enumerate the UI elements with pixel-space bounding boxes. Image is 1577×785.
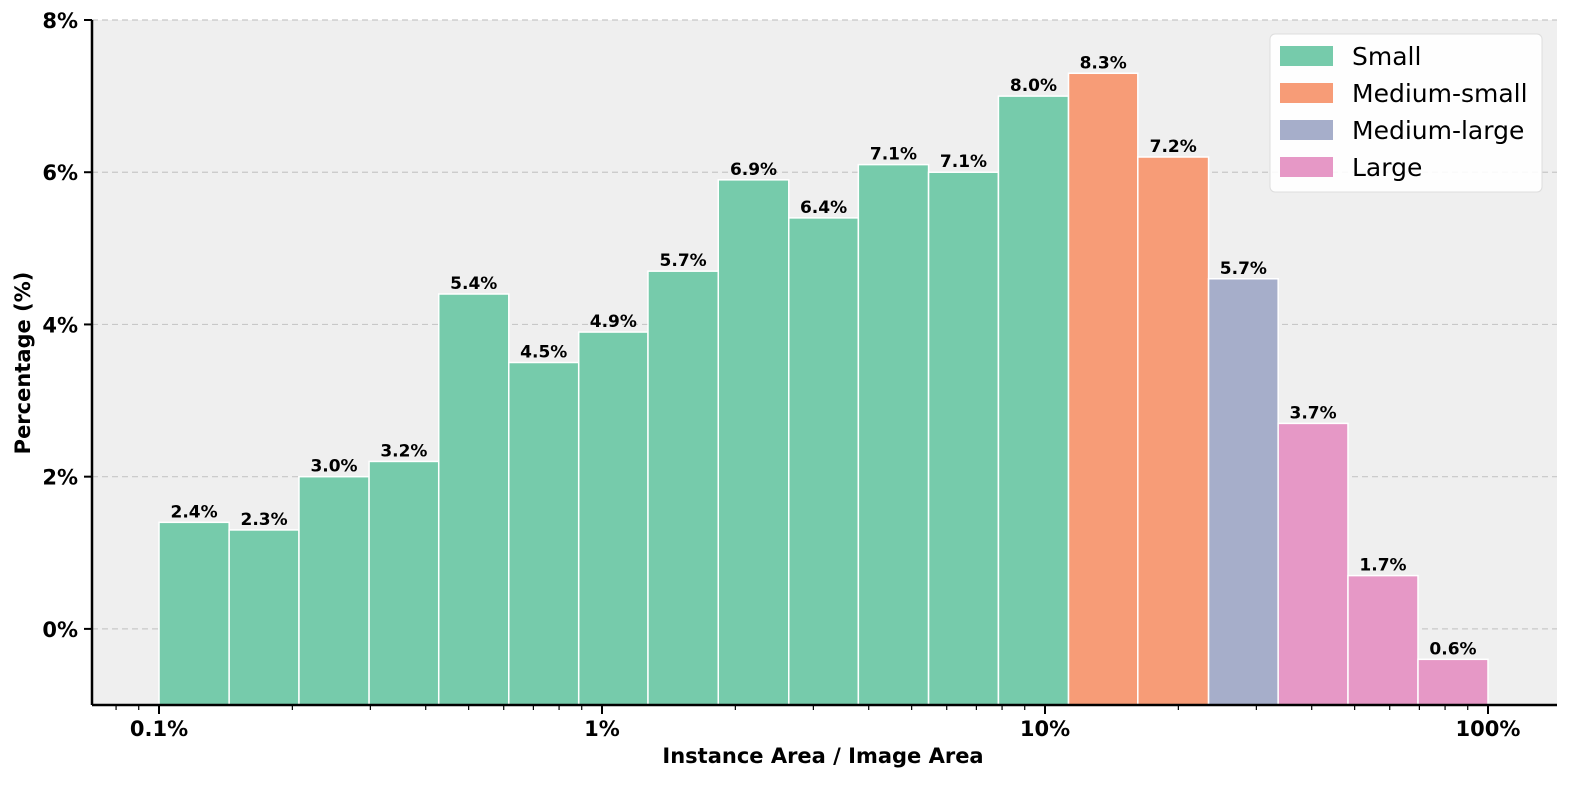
axes [90, 20, 1557, 707]
legend: Small Medium-small Medium-large Large [1269, 33, 1543, 193]
bar [368, 460, 440, 706]
bar-value-label: 2.4% [170, 502, 217, 522]
bar [158, 521, 230, 706]
legend-label: Medium-small [1352, 79, 1528, 108]
bar [788, 217, 860, 706]
y-tick-label: 8% [42, 9, 78, 33]
bar-value-label: 8.3% [1080, 53, 1127, 73]
bar-value-label: 6.4% [800, 198, 847, 218]
bar-value-label: 7.2% [1150, 137, 1197, 157]
x-tick-label: 100% [1456, 717, 1521, 741]
x-ticks: 0.1% 1% 10% 100% [115, 705, 1521, 741]
bar [437, 293, 510, 706]
bar-value-label: 4.9% [590, 312, 637, 332]
bars [158, 72, 1489, 706]
legend-label: Large [1352, 153, 1422, 182]
bar-value-label: 4.5% [520, 343, 567, 363]
y-tick-label: 6% [42, 161, 78, 185]
bar [508, 361, 580, 706]
legend-box [1269, 33, 1543, 193]
bar-value-label: 1.7% [1359, 556, 1406, 576]
bar [997, 95, 1070, 706]
x-axis-title: Instance Area / Image Area [662, 744, 983, 768]
y-tick-label: 4% [42, 313, 78, 337]
bar [298, 475, 370, 706]
x-tick-label: 1% [584, 717, 620, 741]
bar-value-label: 3.0% [310, 457, 357, 477]
bar-value-label: 6.9% [730, 160, 777, 180]
bar [717, 179, 790, 706]
y-axis-title: Percentage (%) [11, 272, 35, 455]
bar [1417, 658, 1489, 706]
bar-value-label: 5.7% [660, 251, 707, 271]
bar [1347, 574, 1419, 706]
legend-swatch [1280, 120, 1333, 140]
bar [1137, 156, 1210, 706]
legend-swatch [1280, 46, 1333, 66]
bar [577, 331, 649, 706]
bar-labels: 2.4% 2.3% 3.0% 3.2% 5.4% 4.5% 4.9% 5.7% 6.9% 6.4%… [170, 53, 1476, 659]
legend-swatch [1280, 83, 1333, 103]
bar-value-label: 3.7% [1290, 403, 1337, 423]
bar-value-label: 5.4% [450, 274, 497, 294]
bar [1207, 278, 1279, 706]
bar-value-label: 7.1% [870, 145, 917, 165]
bar-value-label: 5.7% [1220, 259, 1267, 279]
legend-label: Medium-large [1352, 116, 1524, 145]
x-tick-label: 0.1% [130, 717, 188, 741]
bar [1067, 72, 1139, 706]
bar [927, 171, 1000, 706]
bar [647, 270, 720, 706]
y-tick-label: 2% [42, 466, 78, 490]
y-ticks: 0% 2% 4% 6% 8% [42, 9, 92, 642]
bar-value-label: 8.0% [1010, 76, 1057, 96]
y-tick-label: 0% [42, 618, 78, 642]
bar-value-label: 7.1% [940, 152, 987, 172]
bar-value-label: 2.3% [240, 510, 287, 530]
bar [1277, 422, 1349, 706]
legend-swatch [1280, 157, 1333, 177]
x-tick-label: 10% [1020, 717, 1070, 741]
legend-label: Small [1352, 42, 1421, 71]
bar [857, 163, 930, 706]
bar [228, 529, 300, 706]
bar-value-label: 3.2% [380, 441, 427, 461]
bar-value-label: 0.6% [1429, 639, 1476, 659]
